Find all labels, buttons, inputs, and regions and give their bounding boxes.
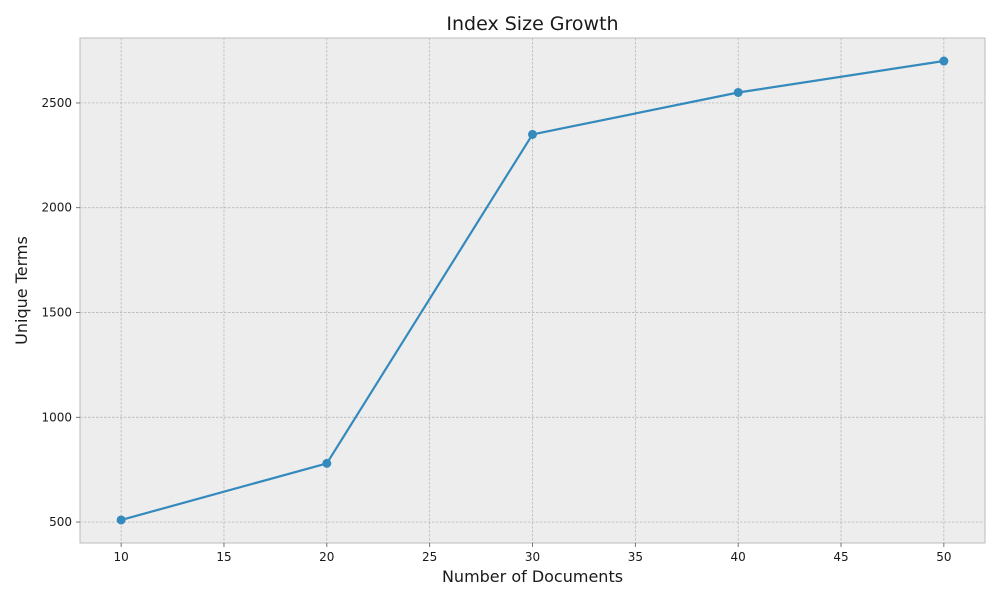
y-tick-label: 500 — [49, 515, 72, 529]
data-point — [528, 129, 537, 139]
series — [116, 56, 949, 525]
y-axis-label: Unique Terms — [12, 236, 31, 345]
x-tick-label: 30 — [525, 550, 540, 564]
y-tick-label: 2000 — [41, 201, 72, 215]
x-tick-label: 25 — [422, 550, 437, 564]
x-tick-label: 35 — [628, 550, 643, 564]
y-tick-label: 1500 — [41, 306, 72, 320]
x-tick-label: 10 — [113, 550, 128, 564]
data-point — [322, 458, 332, 468]
x-tick-label: 40 — [731, 550, 746, 564]
chart-title: Index Size Growth — [446, 13, 618, 35]
y-tick-label: 1000 — [41, 410, 72, 424]
x-axis-ticks: 10 15 20 25 30 35 40 45 50 — [113, 543, 952, 564]
y-axis-ticks: 500 1000 1500 2000 2500 — [41, 96, 80, 529]
grid — [80, 38, 985, 543]
data-point — [733, 87, 743, 97]
x-tick-label: 45 — [833, 550, 848, 564]
data-point — [939, 56, 949, 66]
x-tick-label: 20 — [319, 550, 334, 564]
x-axis-label: Number of Documents — [442, 567, 623, 586]
data-point — [116, 515, 126, 525]
x-tick-label: 50 — [936, 550, 951, 564]
x-tick-label: 15 — [216, 550, 231, 564]
y-tick-label: 2500 — [41, 96, 72, 110]
